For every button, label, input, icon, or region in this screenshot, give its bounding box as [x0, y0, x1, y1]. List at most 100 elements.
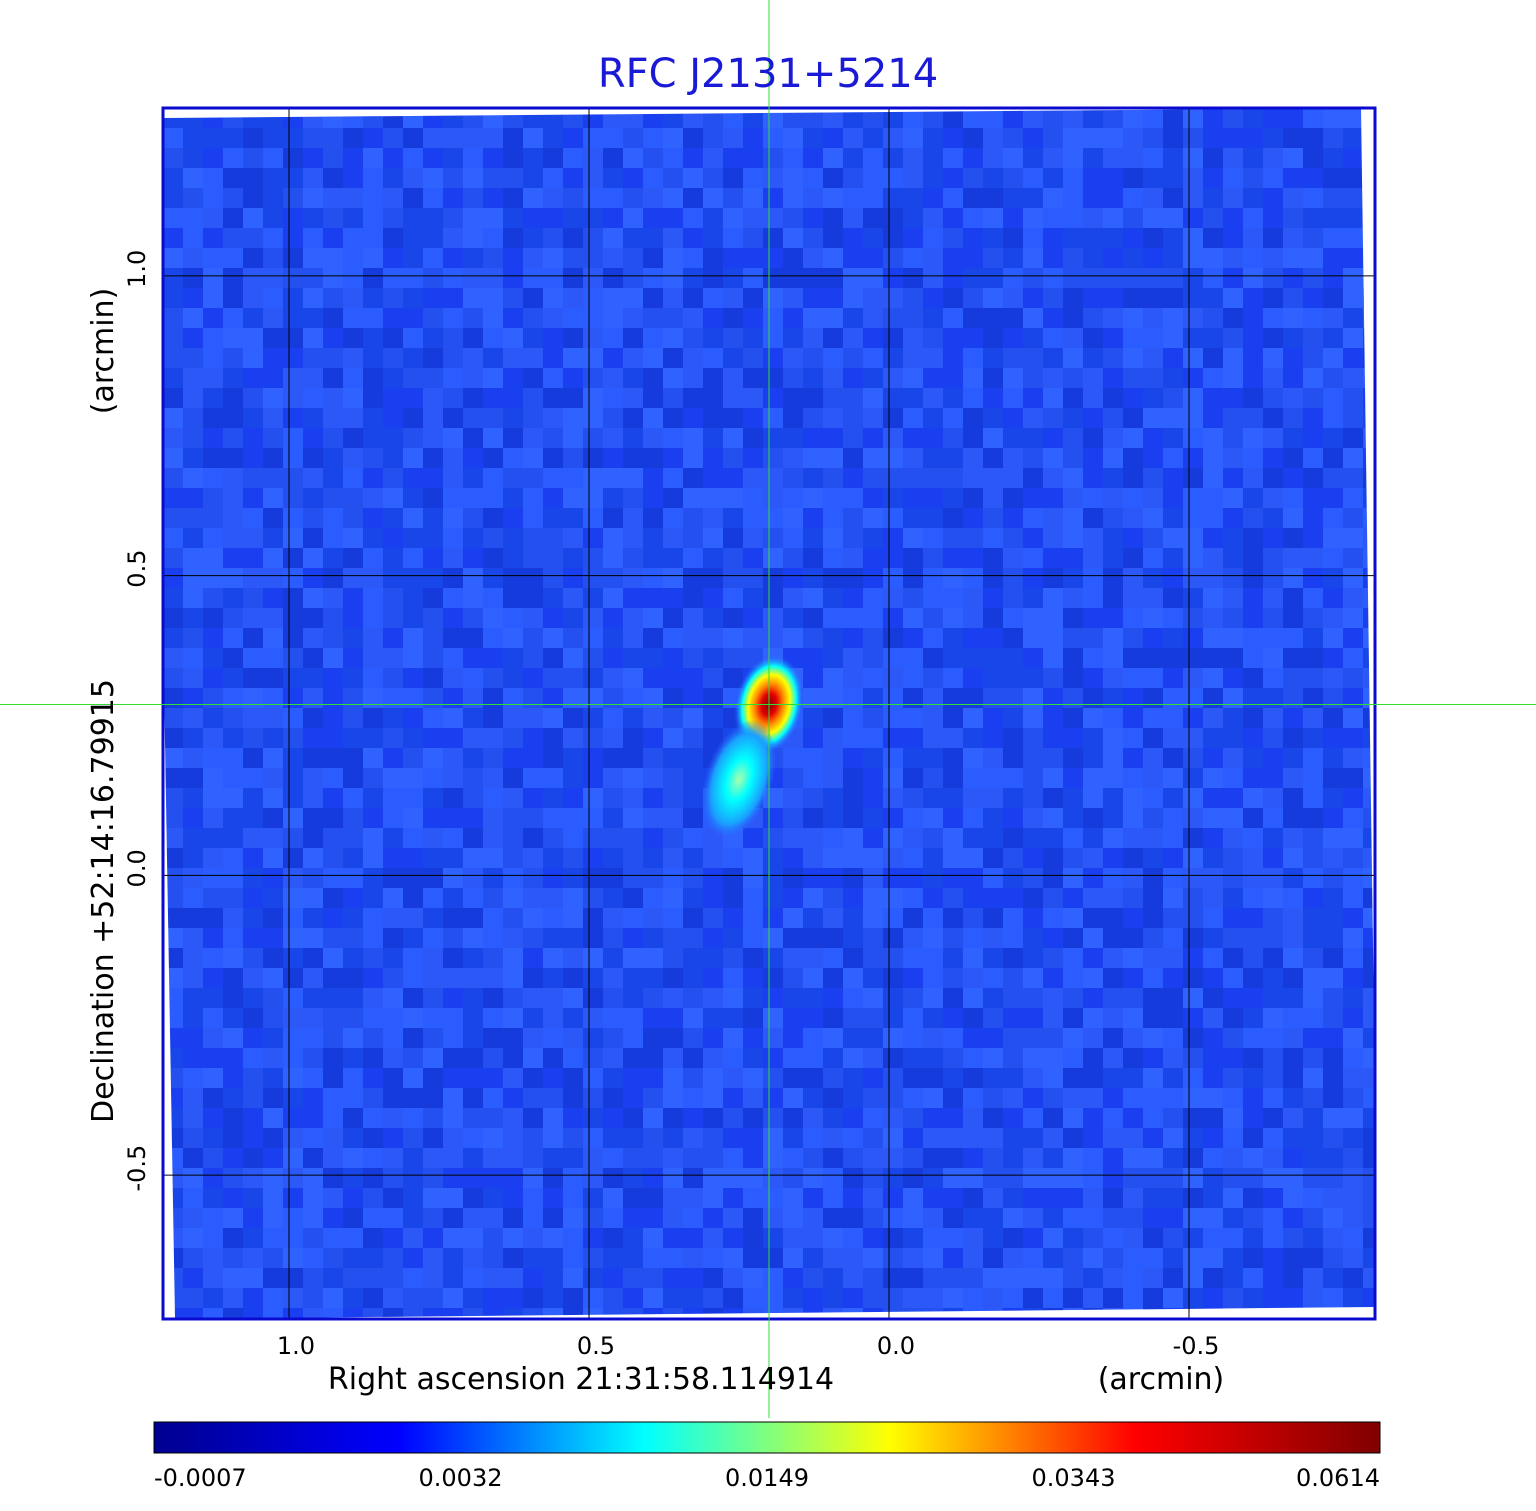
noise-pixel — [463, 408, 483, 428]
noise-pixel — [1223, 388, 1243, 408]
noise-pixel — [1263, 1168, 1283, 1188]
noise-pixel — [1003, 648, 1023, 668]
noise-pixel — [223, 268, 243, 288]
noise-pixel — [303, 748, 323, 768]
noise-pixel — [1183, 1268, 1203, 1288]
noise-pixel — [423, 1148, 443, 1168]
noise-pixel — [1363, 1088, 1375, 1108]
noise-pixel — [703, 1188, 723, 1208]
noise-pixel — [1143, 868, 1163, 888]
noise-pixel — [183, 428, 203, 448]
noise-pixel — [903, 968, 923, 988]
noise-pixel — [323, 348, 343, 368]
noise-pixel — [703, 1148, 723, 1168]
noise-pixel — [763, 948, 783, 968]
noise-pixel — [1223, 768, 1243, 788]
noise-pixel — [203, 568, 223, 588]
noise-pixel — [223, 808, 243, 828]
noise-pixel — [783, 928, 803, 948]
noise-pixel — [183, 1068, 203, 1088]
noise-pixel — [1163, 888, 1183, 908]
noise-pixel — [503, 1168, 523, 1188]
noise-pixel — [1123, 1148, 1143, 1168]
noise-pixel — [903, 168, 923, 188]
noise-pixel — [463, 1228, 483, 1248]
noise-pixel — [543, 808, 563, 828]
noise-pixel — [623, 228, 643, 248]
noise-pixel — [1223, 868, 1243, 888]
noise-pixel — [1103, 108, 1123, 128]
noise-pixel — [803, 1088, 823, 1108]
noise-pixel — [323, 1148, 343, 1168]
noise-pixel — [643, 768, 663, 788]
noise-pixel — [703, 908, 723, 928]
noise-pixel — [343, 868, 363, 888]
noise-pixel — [1063, 508, 1083, 528]
noise-pixel — [363, 668, 383, 688]
noise-pixel — [443, 168, 463, 188]
noise-pixel — [903, 728, 923, 748]
noise-pixel — [403, 568, 423, 588]
noise-pixel — [1303, 888, 1323, 908]
noise-pixel — [903, 1108, 923, 1128]
noise-pixel — [183, 548, 203, 568]
noise-pixel — [303, 668, 323, 688]
noise-pixel — [1023, 108, 1043, 128]
noise-pixel — [1263, 1208, 1283, 1228]
noise-pixel — [1183, 188, 1203, 208]
noise-pixel — [163, 348, 183, 368]
noise-pixel — [843, 508, 863, 528]
noise-pixel — [703, 1248, 723, 1268]
noise-pixel — [363, 128, 383, 148]
noise-pixel — [1363, 988, 1375, 1008]
noise-pixel — [963, 168, 983, 188]
noise-pixel — [663, 1108, 683, 1128]
noise-pixel — [243, 1028, 263, 1048]
noise-pixel — [1303, 948, 1323, 968]
noise-pixel — [223, 688, 243, 708]
noise-pixel — [1023, 1268, 1043, 1288]
noise-pixel — [1003, 828, 1023, 848]
noise-pixel — [523, 588, 543, 608]
noise-pixel — [1203, 128, 1223, 148]
noise-pixel — [1363, 1168, 1375, 1188]
noise-pixel — [203, 1108, 223, 1128]
noise-pixel — [683, 268, 703, 288]
noise-pixel — [1303, 248, 1323, 268]
noise-pixel — [223, 548, 243, 568]
noise-pixel — [543, 608, 563, 628]
noise-pixel — [1263, 208, 1283, 228]
noise-pixel — [443, 248, 463, 268]
noise-pixel — [1263, 688, 1283, 708]
noise-pixel — [243, 208, 263, 228]
noise-pixel — [523, 908, 543, 928]
noise-pixel — [483, 608, 503, 628]
noise-pixel — [843, 328, 863, 348]
noise-pixel — [503, 508, 523, 528]
noise-pixel — [243, 1228, 263, 1248]
noise-pixel — [663, 968, 683, 988]
noise-pixel — [683, 728, 703, 748]
noise-pixel — [1263, 468, 1283, 488]
noise-pixel — [703, 508, 723, 528]
noise-pixel — [283, 668, 303, 688]
noise-pixel — [243, 868, 263, 888]
noise-pixel — [623, 748, 643, 768]
noise-pixel — [1203, 928, 1223, 948]
noise-pixel — [163, 168, 183, 188]
noise-pixel — [203, 248, 223, 268]
noise-pixel — [263, 988, 283, 1008]
noise-pixel — [943, 988, 963, 1008]
noise-pixel — [943, 348, 963, 368]
noise-pixel — [343, 708, 363, 728]
noise-pixel — [623, 568, 643, 588]
noise-pixel — [1303, 688, 1323, 708]
noise-pixel — [363, 488, 383, 508]
noise-pixel — [703, 1288, 723, 1308]
noise-pixel — [1083, 548, 1103, 568]
noise-pixel — [523, 668, 543, 688]
noise-pixel — [443, 788, 463, 808]
noise-pixel — [723, 348, 743, 368]
noise-pixel — [1243, 228, 1263, 248]
noise-pixel — [903, 328, 923, 348]
